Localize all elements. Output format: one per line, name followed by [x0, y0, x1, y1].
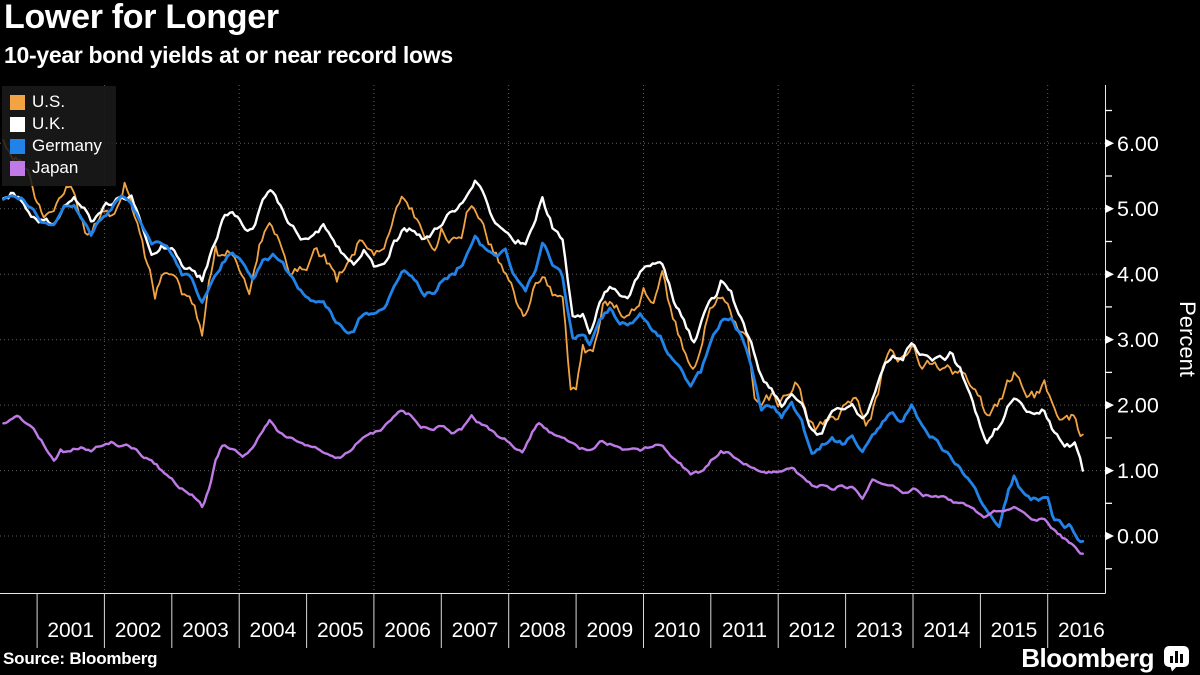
y-tick-major	[1105, 466, 1114, 476]
legend-item-us: U.S.	[10, 92, 102, 112]
x-year-label: 2013	[856, 619, 903, 642]
legend-swatch	[10, 138, 25, 154]
x-year-label: 2004	[250, 619, 297, 642]
x-year-label: 2011	[722, 619, 767, 642]
legend-item-germany: Germany	[10, 136, 102, 156]
y-tick-major	[1105, 531, 1114, 541]
y-tick-major	[1105, 269, 1114, 279]
y-tick-label: 6.00	[1117, 132, 1159, 156]
legend-label: Japan	[32, 158, 79, 177]
x-year-label: 2014	[923, 619, 970, 642]
source-credit: Source: Bloomberg	[3, 649, 158, 668]
y-tick-major	[1105, 400, 1114, 410]
y-tick-label: 0.00	[1117, 525, 1159, 549]
x-year-label: 2002	[115, 619, 162, 642]
legend-swatch	[10, 160, 25, 176]
y-tick-major	[1105, 335, 1114, 345]
x-year-label: 2012	[789, 619, 836, 642]
page-title: Lower for Longer	[4, 0, 279, 36]
x-year-label: 2010	[654, 619, 701, 642]
legend-swatch	[10, 94, 25, 110]
y-tick-label: 4.00	[1117, 263, 1159, 287]
legend-label: U.K.	[32, 114, 66, 133]
y-tick-label: 3.00	[1117, 328, 1159, 352]
legend-item-uk: U.K.	[10, 114, 102, 134]
y-tick-major	[1105, 204, 1114, 214]
y-tick-major	[1105, 138, 1114, 148]
x-year-label: 2009	[586, 619, 633, 642]
bloomberg-wordmark: Bloomberg	[1021, 643, 1154, 673]
bloomberg-logo: Bloomberg	[1021, 643, 1190, 674]
legend-swatch	[10, 116, 25, 132]
y-tick-label: 2.00	[1117, 394, 1159, 418]
series-line-germany	[2, 194, 1085, 544]
x-year-label: 2007	[452, 619, 499, 642]
x-year-label: 2005	[317, 619, 364, 642]
y-tick-label: 1.00	[1117, 459, 1159, 483]
x-year-label: 2003	[182, 619, 229, 642]
bar-chart-bubble-icon	[1164, 646, 1189, 672]
y-tick-label: 5.00	[1117, 197, 1159, 221]
y-axis-title: Percent	[1175, 301, 1200, 377]
x-year-label: 2008	[519, 619, 566, 642]
x-year-label: 2001	[47, 619, 94, 642]
x-year-label: 2006	[384, 619, 431, 642]
series-line-us	[2, 139, 1084, 437]
x-year-label: 2016	[1058, 619, 1105, 642]
legend-item-japan: Japan	[10, 158, 102, 178]
series-line-uk	[2, 179, 1084, 472]
page-subtitle: 10-year bond yields at or near record lo…	[4, 42, 453, 68]
legend-label: U.S.	[32, 92, 66, 111]
series-line-japan	[2, 409, 1084, 555]
chart-legend: U.S. U.K. Germany Japan	[2, 86, 116, 186]
x-year-label: 2015	[991, 619, 1038, 642]
legend-label: Germany	[32, 136, 102, 155]
